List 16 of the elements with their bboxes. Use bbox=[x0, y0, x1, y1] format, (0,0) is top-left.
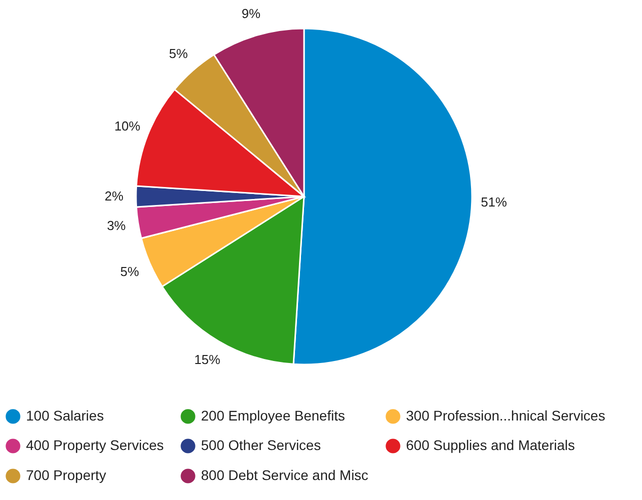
data-label: 5% bbox=[168, 46, 188, 61]
data-label: 51% bbox=[480, 194, 508, 210]
legend-label: 400 Property Services bbox=[26, 437, 164, 453]
data-label: 2% bbox=[104, 188, 124, 204]
legend-label: 300 Profession...hnical Services bbox=[406, 407, 606, 424]
data-label: 10% bbox=[114, 118, 141, 134]
legend-label: 700 Property bbox=[26, 467, 106, 483]
legend-label: 500 Other Services bbox=[201, 437, 321, 453]
data-label: 9% bbox=[242, 6, 261, 22]
legend-label: 100 Salaries bbox=[26, 407, 104, 424]
data-label: 3% bbox=[106, 218, 126, 234]
data-label: 15% bbox=[194, 352, 221, 368]
data-label: 5% bbox=[120, 264, 140, 279]
legend-label: 800 Debt Service and Misc bbox=[201, 467, 368, 483]
legend-label: 200 Employee Benefits bbox=[201, 407, 345, 424]
legend-label: 600 Supplies and Materials bbox=[406, 437, 575, 453]
